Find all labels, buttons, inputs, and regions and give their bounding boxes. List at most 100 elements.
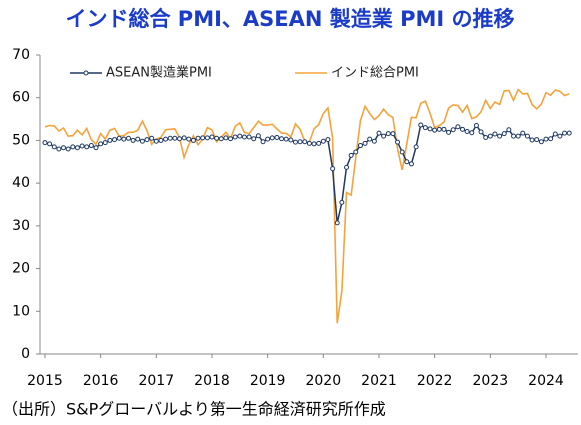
point-marker bbox=[121, 136, 127, 142]
x-tick-label: 2024 bbox=[528, 373, 564, 389]
point-marker bbox=[515, 133, 521, 139]
y-tick-label: 60 bbox=[12, 90, 30, 106]
point-marker bbox=[153, 138, 159, 144]
point-marker bbox=[362, 140, 368, 146]
point-marker bbox=[390, 131, 396, 137]
legend-label: ASEAN製造業PMI bbox=[106, 65, 212, 81]
point-marker bbox=[381, 133, 387, 139]
point-marker bbox=[408, 161, 414, 167]
point-marker bbox=[464, 128, 470, 134]
point-marker bbox=[548, 136, 554, 142]
legend-label: インド総合PMI bbox=[331, 66, 419, 81]
chart-title: インド総合 PMI、ASEAN 製造業 PMI の推移 bbox=[66, 7, 515, 31]
point-marker bbox=[334, 220, 340, 226]
point-marker bbox=[497, 133, 503, 139]
point-marker bbox=[455, 124, 461, 130]
source-note: （出所）S&Pグローバルより第一生命経済研究所作成 bbox=[2, 400, 386, 419]
point-marker bbox=[288, 137, 294, 143]
point-marker bbox=[279, 136, 285, 142]
y-tick-label: 70 bbox=[12, 47, 30, 63]
point-marker bbox=[302, 139, 308, 145]
point-marker bbox=[459, 126, 465, 132]
point-marker bbox=[241, 134, 247, 140]
point-marker bbox=[283, 136, 289, 142]
y-tick-label: 20 bbox=[12, 261, 30, 277]
point-marker bbox=[306, 140, 312, 146]
point-marker bbox=[395, 139, 401, 145]
point-marker bbox=[339, 199, 345, 205]
x-tick-label: 2019 bbox=[250, 373, 286, 389]
point-marker bbox=[195, 135, 201, 141]
point-marker bbox=[228, 136, 234, 142]
x-tick-label: 2017 bbox=[138, 373, 174, 389]
point-marker bbox=[292, 139, 298, 145]
x-tick-label: 2020 bbox=[305, 373, 341, 389]
point-marker bbox=[371, 138, 377, 144]
point-marker bbox=[204, 135, 210, 141]
point-marker bbox=[223, 135, 229, 141]
point-marker bbox=[135, 136, 141, 142]
point-marker bbox=[325, 137, 331, 143]
point-marker bbox=[446, 129, 452, 135]
point-marker bbox=[413, 144, 419, 150]
point-marker bbox=[330, 166, 336, 172]
point-marker bbox=[376, 130, 382, 136]
y-tick-label: 40 bbox=[12, 175, 30, 191]
point-marker bbox=[404, 159, 410, 165]
point-marker bbox=[534, 137, 540, 143]
point-marker bbox=[149, 135, 155, 141]
point-marker bbox=[255, 133, 261, 139]
point-marker bbox=[478, 129, 484, 135]
point-marker bbox=[116, 135, 122, 141]
point-marker bbox=[74, 145, 80, 151]
point-marker bbox=[320, 138, 326, 144]
point-marker bbox=[265, 136, 271, 142]
x-tick-label: 2022 bbox=[417, 373, 453, 389]
point-marker bbox=[167, 135, 173, 141]
point-marker bbox=[473, 122, 479, 128]
point-marker bbox=[47, 141, 53, 147]
point-marker bbox=[344, 164, 350, 170]
series-line bbox=[44, 88, 570, 324]
point-marker bbox=[432, 127, 438, 133]
x-tick-label: 2018 bbox=[194, 373, 230, 389]
point-marker bbox=[172, 135, 178, 141]
y-tick-label: 30 bbox=[12, 218, 30, 234]
point-marker bbox=[538, 139, 544, 145]
point-marker bbox=[158, 137, 164, 143]
point-marker bbox=[520, 130, 526, 136]
point-marker bbox=[260, 139, 266, 145]
point-marker bbox=[367, 136, 373, 142]
point-marker bbox=[200, 135, 206, 141]
point-marker bbox=[177, 136, 183, 142]
y-tick-label: 0 bbox=[21, 346, 30, 362]
point-marker bbox=[79, 143, 85, 149]
point-marker bbox=[186, 136, 192, 142]
x-tick-label: 2021 bbox=[361, 373, 397, 389]
point-marker bbox=[436, 126, 442, 132]
point-marker bbox=[251, 136, 257, 142]
point-marker bbox=[98, 141, 104, 147]
x-tick-label: 2015 bbox=[27, 373, 63, 389]
point-marker bbox=[557, 133, 563, 139]
point-marker bbox=[562, 130, 568, 136]
point-marker bbox=[102, 140, 108, 146]
point-marker bbox=[353, 149, 359, 155]
point-marker bbox=[70, 144, 76, 150]
point-marker bbox=[246, 134, 252, 140]
point-marker bbox=[566, 130, 572, 136]
point-marker bbox=[214, 135, 220, 141]
point-marker bbox=[524, 133, 530, 139]
point-marker bbox=[42, 140, 48, 146]
x-tick-label: 2023 bbox=[473, 373, 509, 389]
point-marker bbox=[552, 131, 558, 137]
point-marker bbox=[385, 131, 391, 137]
point-marker bbox=[125, 135, 131, 141]
point-marker bbox=[357, 143, 363, 149]
legend-marker bbox=[83, 70, 89, 76]
point-marker bbox=[543, 136, 549, 142]
point-marker bbox=[492, 131, 498, 137]
point-marker bbox=[144, 137, 150, 143]
y-tick-label: 10 bbox=[12, 303, 30, 319]
